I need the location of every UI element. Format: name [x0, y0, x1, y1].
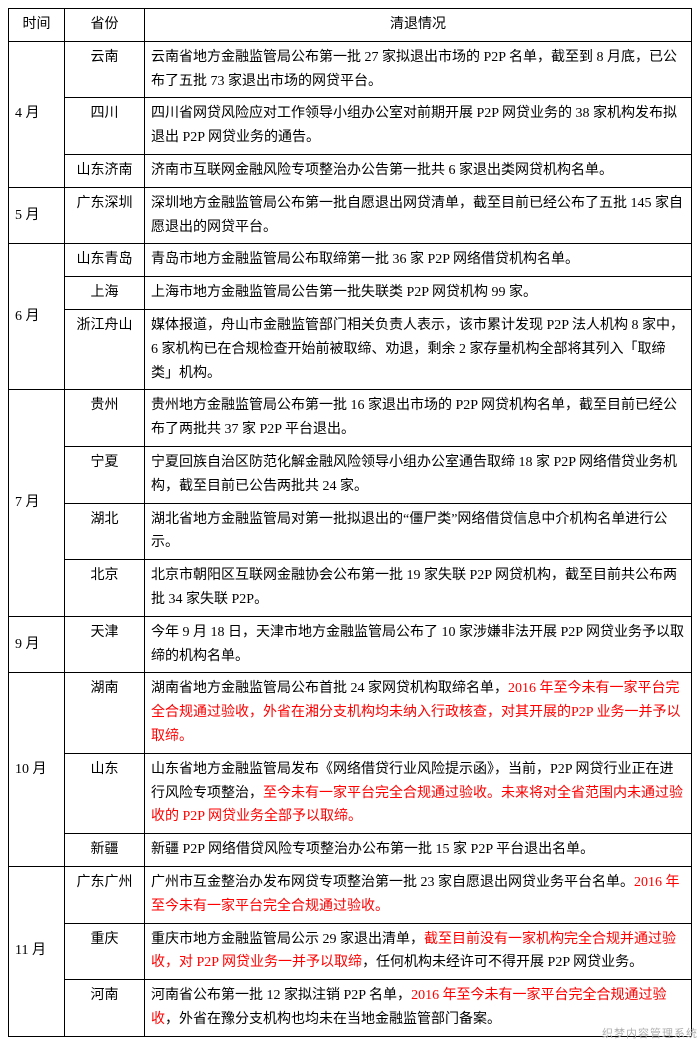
detail-cell: 青岛市地方金融监管局公布取缔第一批 36 家 P2P 网络借贷机构名单。 — [145, 244, 692, 277]
province-cell: 云南 — [65, 41, 145, 98]
detail-cell: 四川省网贷风险应对工作领导小组办公室对前期开展 P2P 网贷业务的 38 家机构… — [145, 98, 692, 155]
detail-cell: 湖南省地方金融监管局公布首批 24 家网贷机构取缔名单，2016 年至今未有一家… — [145, 673, 692, 753]
month-cell: 11 月 — [9, 866, 65, 1036]
table-row: 重庆 重庆市地方金融监管局公示 29 家退出清单，截至目前没有一家机构完全合规并… — [9, 923, 692, 980]
detail-cell: 上海市地方金融监管局公告第一批失联类 P2P 网贷机构 99 家。 — [145, 277, 692, 310]
detail-text: 重庆市地方金融监管局公示 29 家退出清单， — [151, 932, 424, 947]
province-cell: 湖南 — [65, 673, 145, 753]
table-row: 湖北 湖北省地方金融监管局对第一批拟退出的“僵尸类”网络借贷信息中介机构名单进行… — [9, 503, 692, 560]
detail-cell: 云南省地方金融监管局公布第一批 27 家拟退出市场的 P2P 名单，截至到 8 … — [145, 41, 692, 98]
province-cell: 重庆 — [65, 923, 145, 980]
month-cell: 7 月 — [9, 390, 65, 616]
table-row: 河南 河南省公布第一批 12 家拟注销 P2P 名单，2016 年至今未有一家平… — [9, 980, 692, 1037]
detail-text: 河南省公布第一批 12 家拟注销 P2P 名单， — [151, 988, 411, 1003]
month-cell: 9 月 — [9, 616, 65, 673]
table-row: 6 月 山东青岛 青岛市地方金融监管局公布取缔第一批 36 家 P2P 网络借贷… — [9, 244, 692, 277]
table-row: 新疆 新疆 P2P 网络借贷风险专项整治办公布第一批 15 家 P2P 平台退出… — [9, 834, 692, 867]
table-row: 宁夏 宁夏回族自治区防范化解金融风险领导小组办公室通告取缔 18 家 P2P 网… — [9, 446, 692, 503]
detail-cell: 新疆 P2P 网络借贷风险专项整治办公布第一批 15 家 P2P 平台退出名单。 — [145, 834, 692, 867]
detail-cell: 今年 9 月 18 日，天津市地方金融监管局公布了 10 家涉嫌非法开展 P2P… — [145, 616, 692, 673]
detail-cell: 重庆市地方金融监管局公示 29 家退出清单，截至目前没有一家机构完全合规并通过验… — [145, 923, 692, 980]
detail-text: ，外省在豫分支机构也均未在当地金融监管部门备案。 — [165, 1012, 501, 1027]
province-cell: 浙江舟山 — [65, 309, 145, 389]
table-row: 北京 北京市朝阳区互联网金融协会公布第一批 19 家失联 P2P 网贷机构，截至… — [9, 560, 692, 617]
table-row: 山东 山东省地方金融监管局发布《网络借贷行业风险提示函》，当前，P2P 网贷行业… — [9, 753, 692, 833]
table-row: 浙江舟山 媒体报道，舟山市金融监管部门相关负责人表示，该市累计发现 P2P 法人… — [9, 309, 692, 389]
month-cell: 5 月 — [9, 187, 65, 244]
province-cell: 宁夏 — [65, 446, 145, 503]
province-cell: 上海 — [65, 277, 145, 310]
table-row: 山东济南 济南市互联网金融风险专项整治办公告第一批共 6 家退出类网贷机构名单。 — [9, 154, 692, 187]
detail-cell: 广州市互金整治办发布网贷专项整治第一批 23 家自愿退出网贷业务平台名单。201… — [145, 866, 692, 923]
detail-cell: 深圳地方金融监管局公布第一批自愿退出网贷清单，截至目前已经公布了五批 145 家… — [145, 187, 692, 244]
province-cell: 贵州 — [65, 390, 145, 447]
province-cell: 北京 — [65, 560, 145, 617]
detail-cell: 山东省地方金融监管局发布《网络借贷行业风险提示函》，当前，P2P 网贷行业正在进… — [145, 753, 692, 833]
table-row: 9 月 天津 今年 9 月 18 日，天津市地方金融监管局公布了 10 家涉嫌非… — [9, 616, 692, 673]
detail-cell: 宁夏回族自治区防范化解金融风险领导小组办公室通告取缔 18 家 P2P 网络借贷… — [145, 446, 692, 503]
detail-cell: 北京市朝阳区互联网金融协会公布第一批 19 家失联 P2P 网贷机构，截至目前共… — [145, 560, 692, 617]
province-cell: 新疆 — [65, 834, 145, 867]
table-row: 7 月 贵州 贵州地方金融监管局公布第一批 16 家退出市场的 P2P 网贷机构… — [9, 390, 692, 447]
table-row: 10 月 湖南 湖南省地方金融监管局公布首批 24 家网贷机构取缔名单，2016… — [9, 673, 692, 753]
province-cell: 广东广州 — [65, 866, 145, 923]
month-cell: 10 月 — [9, 673, 65, 867]
table-header-row: 时间 省份 清退情况 — [9, 9, 692, 42]
col-time: 时间 — [9, 9, 65, 42]
province-cell: 天津 — [65, 616, 145, 673]
province-cell: 山东济南 — [65, 154, 145, 187]
watermark-text: 织梦内容管理系统 — [602, 1025, 698, 1041]
detail-cell: 济南市互联网金融风险专项整治办公告第一批共 6 家退出类网贷机构名单。 — [145, 154, 692, 187]
province-cell: 湖北 — [65, 503, 145, 560]
province-cell: 广东深圳 — [65, 187, 145, 244]
table-row: 上海 上海市地方金融监管局公告第一批失联类 P2P 网贷机构 99 家。 — [9, 277, 692, 310]
province-cell: 四川 — [65, 98, 145, 155]
province-cell: 河南 — [65, 980, 145, 1037]
detail-cell: 贵州地方金融监管局公布第一批 16 家退出市场的 P2P 网贷机构名单，截至目前… — [145, 390, 692, 447]
detail-text: ，任何机构未经许可不得开展 P2P 网贷业务。 — [362, 955, 643, 970]
province-cell: 山东青岛 — [65, 244, 145, 277]
month-cell: 6 月 — [9, 244, 65, 390]
detail-text: 广州市互金整治办发布网贷专项整治第一批 23 家自愿退出网贷业务平台名单。 — [151, 875, 634, 890]
table-row: 4 月 云南 云南省地方金融监管局公布第一批 27 家拟退出市场的 P2P 名单… — [9, 41, 692, 98]
table-row: 11 月 广东广州 广州市互金整治办发布网贷专项整治第一批 23 家自愿退出网贷… — [9, 866, 692, 923]
p2p-cleanup-table: 时间 省份 清退情况 4 月 云南 云南省地方金融监管局公布第一批 27 家拟退… — [8, 8, 692, 1037]
table-row: 5 月 广东深圳 深圳地方金融监管局公布第一批自愿退出网贷清单，截至目前已经公布… — [9, 187, 692, 244]
col-province: 省份 — [65, 9, 145, 42]
table-row: 四川 四川省网贷风险应对工作领导小组办公室对前期开展 P2P 网贷业务的 38 … — [9, 98, 692, 155]
detail-cell: 媒体报道，舟山市金融监管部门相关负责人表示，该市累计发现 P2P 法人机构 8 … — [145, 309, 692, 389]
province-cell: 山东 — [65, 753, 145, 833]
detail-cell: 湖北省地方金融监管局对第一批拟退出的“僵尸类”网络借贷信息中介机构名单进行公示。 — [145, 503, 692, 560]
col-detail: 清退情况 — [145, 9, 692, 42]
detail-text: 湖南省地方金融监管局公布首批 24 家网贷机构取缔名单， — [151, 681, 508, 696]
month-cell: 4 月 — [9, 41, 65, 187]
